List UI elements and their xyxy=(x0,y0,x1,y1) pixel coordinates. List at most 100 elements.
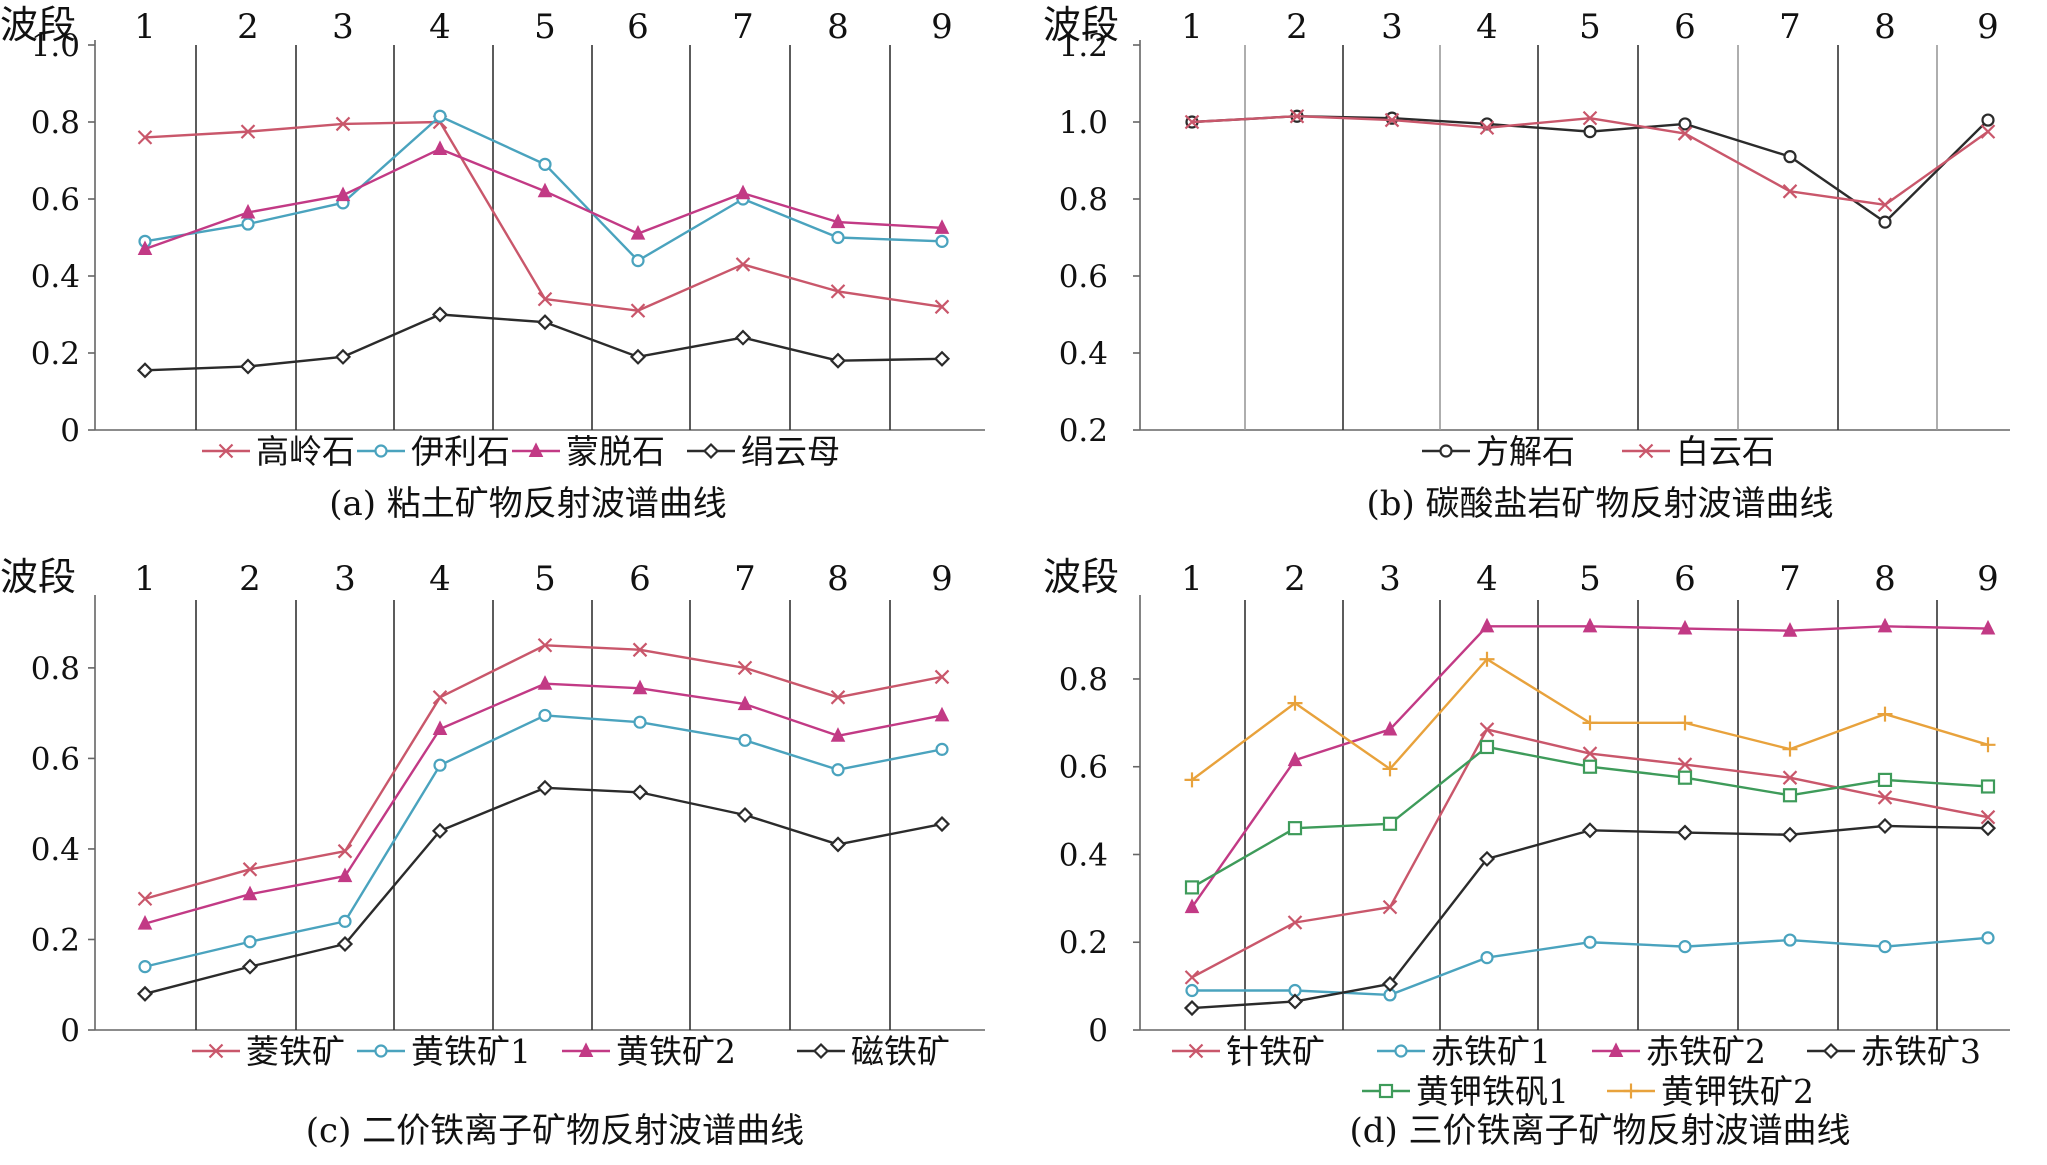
y-tick-label: 0 xyxy=(60,1013,80,1049)
legend-marker xyxy=(1608,1042,1624,1057)
band-axis-title: 波段 xyxy=(0,3,76,47)
band-label-9: 9 xyxy=(931,7,953,47)
y-tick-label: 0.8 xyxy=(1059,182,1108,218)
data-point xyxy=(335,186,351,202)
data-point xyxy=(431,306,449,323)
series-1 xyxy=(1185,931,1995,1002)
data-point xyxy=(138,960,152,974)
y-tick-label: 0.8 xyxy=(1059,662,1108,698)
data-point xyxy=(432,140,448,155)
y-tick-label: 0.2 xyxy=(1059,925,1108,961)
legend-label: 黄铁矿2 xyxy=(616,1032,736,1071)
legend-label: 高岭石 xyxy=(256,432,355,471)
data-point xyxy=(935,742,949,756)
legend-label: 黄钾铁矿2 xyxy=(1661,1072,1814,1111)
data-point xyxy=(831,230,845,245)
legend-label: 赤铁矿3 xyxy=(1861,1032,1981,1071)
data-point xyxy=(831,763,845,777)
data-point xyxy=(1980,124,1996,139)
data-point xyxy=(433,109,447,123)
series-2 xyxy=(137,140,950,256)
band-label-6: 6 xyxy=(1674,559,1696,599)
data-point xyxy=(1876,817,1894,835)
legend-label: 白云石 xyxy=(1676,432,1775,471)
band-label-6: 6 xyxy=(629,559,651,599)
data-point xyxy=(1782,741,1798,757)
legend-label: 黄铁矿1 xyxy=(411,1032,531,1071)
legend-entry: 绢云母 xyxy=(687,432,840,471)
data-point xyxy=(336,935,354,953)
data-point xyxy=(830,284,846,299)
data-point xyxy=(1877,617,1893,633)
data-point xyxy=(1980,809,1996,825)
data-point xyxy=(735,257,751,272)
series-1 xyxy=(1184,108,1996,213)
data-point xyxy=(738,733,752,747)
legend-entry: 黄铁矿2 xyxy=(562,1032,736,1071)
data-point xyxy=(1782,184,1798,199)
y-tick-label: 0.4 xyxy=(31,832,80,868)
data-point xyxy=(1783,933,1797,947)
data-point xyxy=(334,348,352,365)
y-tick-label: 1.0 xyxy=(1059,105,1108,141)
data-point xyxy=(934,706,950,722)
legend-entry: 方解石 xyxy=(1422,432,1575,471)
legend-entry: 黄钾铁矾1 xyxy=(1362,1072,1569,1111)
data-point xyxy=(933,350,951,367)
data-point xyxy=(1677,619,1693,635)
legend-label: 蒙脱石 xyxy=(566,432,665,471)
data-point xyxy=(1678,117,1692,131)
data-point xyxy=(136,985,154,1002)
data-point xyxy=(934,669,950,685)
legend-entry: 白云石 xyxy=(1622,432,1775,471)
legend-entry: 磁铁矿 xyxy=(797,1032,950,1071)
band-label-3: 3 xyxy=(1379,559,1401,599)
data-point xyxy=(1184,772,1200,788)
legend-entry: 黄铁矿1 xyxy=(357,1032,531,1071)
band-label-1: 1 xyxy=(134,7,156,47)
data-point xyxy=(934,219,950,234)
legend-marker xyxy=(1638,443,1654,459)
legend-entry: 赤铁矿2 xyxy=(1592,1032,1766,1071)
legend-label: 黄钾铁矾1 xyxy=(1416,1072,1569,1111)
data-point xyxy=(1480,951,1494,965)
series-0 xyxy=(137,114,950,318)
data-point xyxy=(935,234,949,248)
data-point xyxy=(1981,931,1995,945)
data-point xyxy=(1184,880,1200,895)
data-point xyxy=(631,784,649,801)
data-point xyxy=(335,116,351,132)
band-label-8: 8 xyxy=(1874,559,1896,599)
y-tick-label: 0.4 xyxy=(1059,837,1108,873)
band-label-1: 1 xyxy=(1181,7,1203,47)
y-tick-label: 0.2 xyxy=(31,922,80,958)
data-point xyxy=(537,182,553,198)
data-point xyxy=(830,727,846,742)
series-2 xyxy=(137,675,950,930)
data-point xyxy=(1583,125,1597,139)
y-tick-label: 0 xyxy=(1088,1013,1108,1049)
legend-marker xyxy=(578,1042,594,1057)
data-point xyxy=(337,867,353,883)
data-point xyxy=(630,225,646,240)
data-point xyxy=(240,124,256,139)
y-tick-label: 0.6 xyxy=(31,182,80,218)
data-point xyxy=(241,217,255,231)
data-point xyxy=(1582,759,1598,774)
data-point xyxy=(1676,824,1694,841)
data-point xyxy=(629,348,647,365)
panel-d-ferric-minerals: 波段 1 2 3 4 5 6 7 8 9 0 0.2 0.4 0.6 0.8 针铁矿 赤铁矿1 赤铁矿2 赤铁矿3 黄… xyxy=(1043,555,2010,1151)
legend-entry: 高岭石 xyxy=(202,432,355,471)
data-point xyxy=(1981,113,1995,127)
data-point xyxy=(734,329,752,346)
legend-label: 赤铁矿2 xyxy=(1646,1032,1766,1071)
data-point xyxy=(830,213,846,229)
data-point xyxy=(1185,983,1199,998)
data-point xyxy=(1581,822,1599,839)
legend-marker xyxy=(528,442,544,457)
data-point xyxy=(1677,757,1693,772)
band-axis-title: 波段 xyxy=(1043,3,1119,47)
series-3 xyxy=(136,779,951,1002)
data-point xyxy=(1877,772,1893,787)
band-label-5: 5 xyxy=(1579,559,1601,599)
